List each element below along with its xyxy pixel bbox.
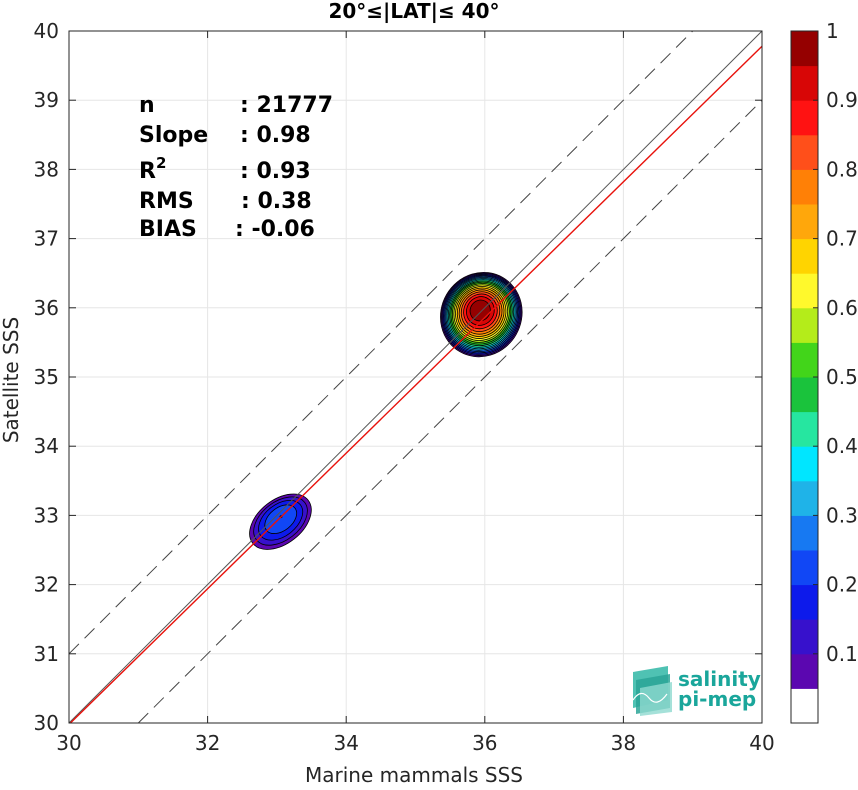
identity-line <box>69 31 762 723</box>
colorbar-band <box>791 100 818 136</box>
colorbar-band <box>791 411 818 447</box>
y-tick-label: 40 <box>34 19 59 43</box>
stat-value: : -0.06 <box>235 217 315 242</box>
density-contour <box>469 299 491 322</box>
colorbar: 0.1 0.2 0.3 0.4 0.5 0.6 0.7 0.8 0.9 1 <box>790 19 858 724</box>
x-tick-label: 38 <box>611 731 636 755</box>
colorbar-band <box>791 584 818 620</box>
y-tick-label: 35 <box>34 365 59 389</box>
x-tick-label: 40 <box>749 731 774 755</box>
density-cluster <box>249 493 312 550</box>
stat-value: : 21777 <box>240 93 333 118</box>
colorbar-band <box>791 342 818 378</box>
colorbar-band <box>791 273 818 309</box>
colorbar-band <box>791 688 818 724</box>
statistics-box: n : 21777 Slope : 0.98 R2 : 0.93 RMS : 0.38 BIAS… <box>139 93 333 242</box>
x-tick-label: 36 <box>472 731 497 755</box>
colorbar-tick-label: 0.4 <box>826 434 858 458</box>
colorbar-band <box>791 377 818 413</box>
colorbar-band <box>791 550 818 586</box>
colorbar-band <box>791 169 818 205</box>
y-axis-label: Satellite SSS <box>0 317 23 443</box>
y-tick-label: 36 <box>34 296 59 320</box>
y-tick-label: 37 <box>34 227 59 251</box>
x-tick-label: 30 <box>56 731 81 755</box>
y-tick-label: 38 <box>34 157 59 181</box>
logo-mark-icon <box>632 666 672 716</box>
offset-lower-line <box>137 99 762 723</box>
fit-line <box>69 45 762 723</box>
stat-label: R2 <box>139 154 166 184</box>
x-axis-label: Marine mammals SSS <box>305 763 523 786</box>
density-cluster <box>440 271 523 358</box>
colorbar-band <box>791 515 818 551</box>
colorbar-tick-label: 0.8 <box>826 157 858 181</box>
y-tick-label: 30 <box>34 711 59 735</box>
y-tick-label: 33 <box>34 503 59 527</box>
axis-ticks: 30 32 34 36 38 40 30 31 32 33 34 35 36 37 38 39 40 <box>34 19 775 755</box>
colorbar-tick-label: 0.7 <box>826 227 858 251</box>
stat-label: BIAS <box>139 217 197 242</box>
colorbar-tick-label: 0.1 <box>826 642 858 666</box>
offset-upper-line <box>69 31 694 655</box>
colorbar-tick-label: 1 <box>826 19 839 43</box>
stat-label: Slope <box>139 123 208 148</box>
logo-text-pi-mep: pi-mep <box>678 687 756 711</box>
colorbar-tick-label: 0.2 <box>826 573 858 597</box>
stat-value: : 0.98 <box>240 123 311 148</box>
stat-label: n <box>139 93 155 118</box>
colorbar-band <box>791 31 818 67</box>
chart-title: 20°≤|LAT|≤ 40° <box>328 0 499 23</box>
stat-superscript: 2 <box>156 154 166 172</box>
density-contours <box>249 271 523 550</box>
colorbar-tick-label: 0.9 <box>826 88 858 112</box>
stat-label: RMS <box>139 189 194 214</box>
y-tick-label: 34 <box>34 434 59 458</box>
colorbar-band <box>791 65 818 101</box>
colorbar-band <box>791 307 818 343</box>
colorbar-band <box>791 204 818 240</box>
colorbar-tick-label: 0.6 <box>826 296 858 320</box>
logo-text-salinity: salinity <box>678 667 761 691</box>
reference-lines <box>69 31 762 723</box>
colorbar-band <box>791 653 818 689</box>
y-tick-label: 32 <box>34 573 59 597</box>
colorbar-band <box>791 238 818 274</box>
x-tick-label: 32 <box>195 731 220 755</box>
stat-value: : 0.38 <box>241 189 312 214</box>
colorbar-band <box>791 619 818 655</box>
colorbar-band <box>791 480 818 516</box>
y-tick-label: 39 <box>34 88 59 112</box>
colorbar-band <box>791 134 818 170</box>
y-tick-label: 31 <box>34 642 59 666</box>
colorbar-tick-label: 0.5 <box>826 365 858 389</box>
colorbar-tick-label: 0.3 <box>826 503 858 527</box>
x-tick-label: 34 <box>333 731 358 755</box>
colorbar-band <box>791 446 818 482</box>
stat-value: : 0.93 <box>240 159 311 184</box>
salinity-pi-mep-logo: salinity pi-mep <box>632 666 761 716</box>
